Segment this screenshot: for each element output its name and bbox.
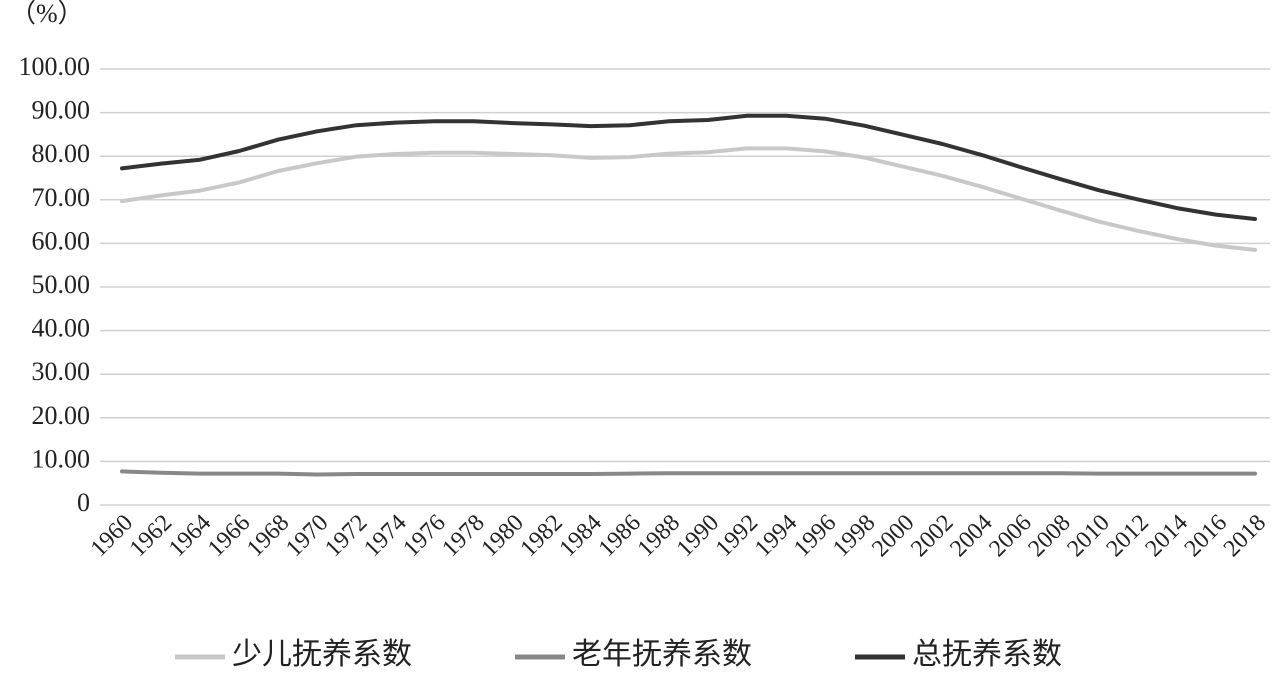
x-tick-label: 1996	[789, 510, 841, 562]
y-tick-label: 100.00	[19, 52, 91, 81]
x-tick-label: 2008	[1023, 510, 1075, 562]
y-tick-label: 40.00	[32, 314, 91, 343]
series-line	[120, 146, 1257, 252]
x-tick-label: 1970	[281, 510, 333, 562]
x-tick-label: 1986	[594, 510, 646, 562]
x-tick-label: 1998	[828, 510, 880, 562]
y-tick-label: 80.00	[32, 139, 91, 168]
x-tick-label: 2004	[945, 510, 997, 562]
legend-label: 老年抚养系数	[572, 638, 752, 671]
y-tick-label: 0	[77, 488, 90, 517]
x-tick-label: 2016	[1180, 510, 1232, 562]
x-tick-label: 1974	[359, 510, 411, 562]
x-tick-label: 1964	[164, 510, 216, 562]
x-tick-label: 1982	[516, 510, 568, 562]
x-tick-label: 1972	[320, 510, 372, 562]
x-tick-label: 2002	[906, 510, 958, 562]
y-axis-label: （%）	[10, 0, 84, 28]
x-tick-label: 2014	[1141, 510, 1193, 562]
x-tick-label: 1994	[750, 510, 802, 562]
y-tick-label: 30.00	[32, 357, 91, 386]
x-tick-label: 2000	[867, 510, 919, 562]
x-tick-label: 2012	[1102, 510, 1154, 562]
x-tick-label: 1984	[555, 510, 607, 562]
x-tick-label: 2010	[1063, 510, 1115, 562]
x-tick-label: 1966	[203, 510, 255, 562]
y-tick-label: 50.00	[32, 270, 91, 299]
x-tick-label: 1960	[86, 510, 138, 562]
x-tick-label: 1978	[437, 510, 489, 562]
series-line	[120, 469, 1257, 477]
x-tick-label: 1990	[672, 510, 724, 562]
x-tick-label: 1962	[125, 510, 177, 562]
x-tick-label: 1976	[398, 510, 450, 562]
y-tick-label: 60.00	[32, 226, 91, 255]
legend-label: 总抚养系数	[912, 638, 1062, 671]
x-tick-label: 1980	[476, 510, 528, 562]
x-tick-label: 2006	[984, 510, 1036, 562]
x-tick-label: 1988	[633, 510, 685, 562]
y-tick-label: 90.00	[32, 96, 91, 125]
x-tick-label: 1992	[711, 510, 763, 562]
y-tick-label: 70.00	[32, 183, 91, 212]
x-tick-label: 1968	[242, 510, 294, 562]
x-tick-label: 2018	[1219, 510, 1271, 562]
series-line	[120, 113, 1257, 221]
y-tick-label: 20.00	[32, 401, 91, 430]
legend-label: 少儿抚养系数	[232, 638, 412, 671]
y-tick-label: 10.00	[32, 444, 91, 473]
